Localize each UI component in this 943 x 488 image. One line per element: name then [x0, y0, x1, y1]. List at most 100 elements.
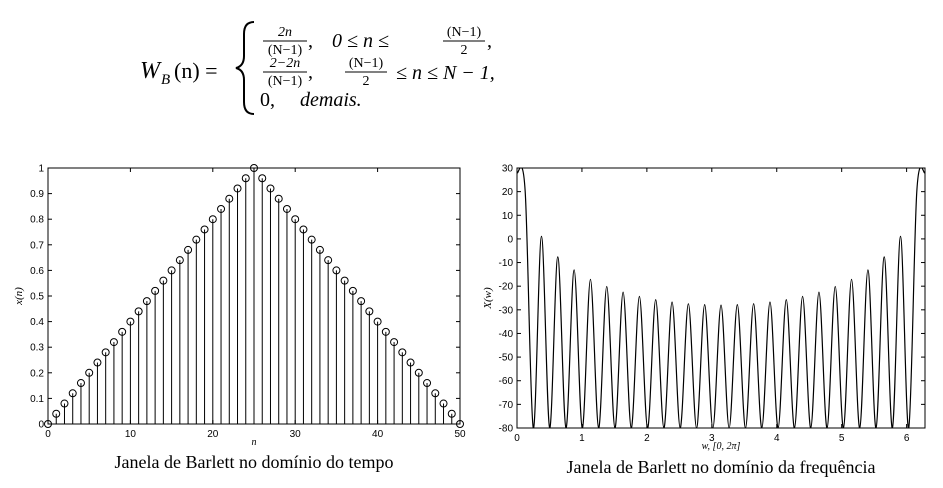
stem-marker: [266, 184, 275, 193]
value: 0,: [260, 89, 275, 111]
x-tick-label: 4: [774, 433, 780, 444]
formula-subscript: B: [161, 72, 170, 88]
x-tick-label: 40: [372, 429, 384, 440]
x-tick-label: 6: [904, 433, 910, 444]
stem-marker: [44, 420, 52, 428]
fraction-num: 2n: [278, 25, 292, 40]
stem-marker: [340, 276, 349, 285]
stem-marker: [406, 358, 415, 367]
condition: 0 ≤ n ≤: [332, 30, 389, 52]
y-tick-label: 0.6: [30, 266, 44, 277]
stem-marker: [439, 399, 448, 408]
stem-marker: [414, 368, 423, 377]
y-tick-label: 0.7: [30, 240, 44, 251]
stem-marker: [282, 204, 291, 213]
y-tick-label: -30: [499, 305, 514, 316]
y-tick-label: 0.3: [30, 343, 44, 354]
stem-marker: [192, 235, 201, 244]
formula-symbol: W: [140, 58, 162, 84]
stem-marker: [390, 338, 399, 347]
y-tick-label: 0.4: [30, 317, 44, 328]
stem-marker: [299, 225, 308, 234]
stem-marker: [159, 276, 168, 285]
axes-frame: [516, 167, 926, 429]
x-tick-label: 0: [45, 429, 51, 440]
y-tick-label: 0.9: [30, 189, 44, 200]
comma: ,: [308, 30, 313, 52]
x-tick-label: 20: [207, 429, 219, 440]
x-tick-label: 1: [579, 433, 585, 444]
stem-marker: [365, 307, 374, 316]
caption: Janela de Barlett no domínio da frequênc…: [567, 457, 876, 477]
x-tick-label: 3: [709, 433, 715, 444]
y-tick-label: 20: [502, 187, 514, 198]
y-tick-label: 10: [502, 211, 514, 222]
y-tick-label: -80: [499, 424, 514, 435]
stem-marker: [118, 327, 127, 336]
stem-marker: [167, 266, 176, 275]
stem-marker: [398, 348, 407, 357]
stem-marker: [52, 409, 61, 418]
brace: [235, 21, 255, 115]
x-tick-label: 30: [290, 429, 302, 440]
formula: W B (n) = 2n (N−1) , 0 ≤ n ≤ (N−1) 2 , 2…: [140, 21, 495, 115]
y-axis-label: X(w): [482, 287, 494, 310]
stem-marker: [76, 379, 85, 388]
stem-marker: [142, 297, 151, 306]
fraction-num: (N−1): [447, 25, 482, 40]
stem-marker: [250, 164, 258, 172]
stem-marker: [332, 266, 341, 275]
stem-marker: [447, 409, 456, 418]
stem-marker: [93, 358, 102, 367]
x-tick-label: 50: [454, 429, 466, 440]
y-tick-label: -40: [499, 329, 514, 340]
fraction-num: 2−2n: [270, 56, 300, 71]
y-tick-label: 0: [38, 420, 44, 431]
comma: ,: [308, 61, 313, 83]
stem-marker: [258, 174, 267, 183]
condition: demais.: [300, 89, 362, 111]
chart: 0 10 20 30 40 50 0 0.1 0.2 0.3 0.4 0.5 0.6 0.7 0.8 0.9 1…: [13, 164, 466, 473]
stem-marker: [68, 389, 77, 398]
stem-marker: [291, 215, 300, 224]
line-series: [517, 168, 925, 428]
stem-marker: [233, 184, 242, 193]
y-tick-label: 0: [507, 234, 513, 245]
y-tick-label: 1: [38, 164, 44, 175]
y-tick-label: -20: [499, 282, 514, 293]
y-tick-label: -10: [499, 258, 514, 269]
y-tick-label: 30: [502, 164, 514, 175]
stem-marker: [85, 368, 94, 377]
fraction-num: (N−1): [349, 56, 384, 71]
stem-marker: [101, 348, 110, 357]
stem-marker: [200, 225, 209, 234]
fraction-den: (N−1): [268, 74, 303, 89]
y-tick-label: -70: [499, 400, 514, 411]
fraction-den: (N−1): [268, 43, 303, 58]
stem-marker: [348, 286, 357, 295]
stem-marker: [324, 256, 333, 265]
stem-marker: [175, 256, 184, 265]
stem-marker: [217, 204, 226, 213]
stem-marker: [381, 327, 390, 336]
fraction-den: 2: [363, 74, 370, 89]
stem-marker: [126, 317, 135, 326]
stem-marker: [357, 297, 366, 306]
y-tick-label: 0.2: [30, 368, 44, 379]
stem-marker: [184, 245, 193, 254]
stem-marker: [241, 174, 250, 183]
comma: ,: [487, 30, 492, 52]
stem-marker: [274, 194, 283, 203]
x-axis-label: n: [252, 437, 257, 448]
caption: Janela de Barlett no domínio do tempo: [115, 452, 394, 472]
chart: 0 1 2 3 4 5 6 -80 -70 -60 -50 -40 -30 -20 -10 0 10 20 30 w,…: [482, 164, 926, 477]
stem-marker: [373, 317, 382, 326]
formula-arg: (n) =: [174, 58, 218, 83]
x-tick-label: 10: [125, 429, 137, 440]
stem-marker: [423, 379, 432, 388]
stem-marker: [208, 215, 217, 224]
stem-marker: [431, 389, 440, 398]
stem-marker: [60, 399, 69, 408]
